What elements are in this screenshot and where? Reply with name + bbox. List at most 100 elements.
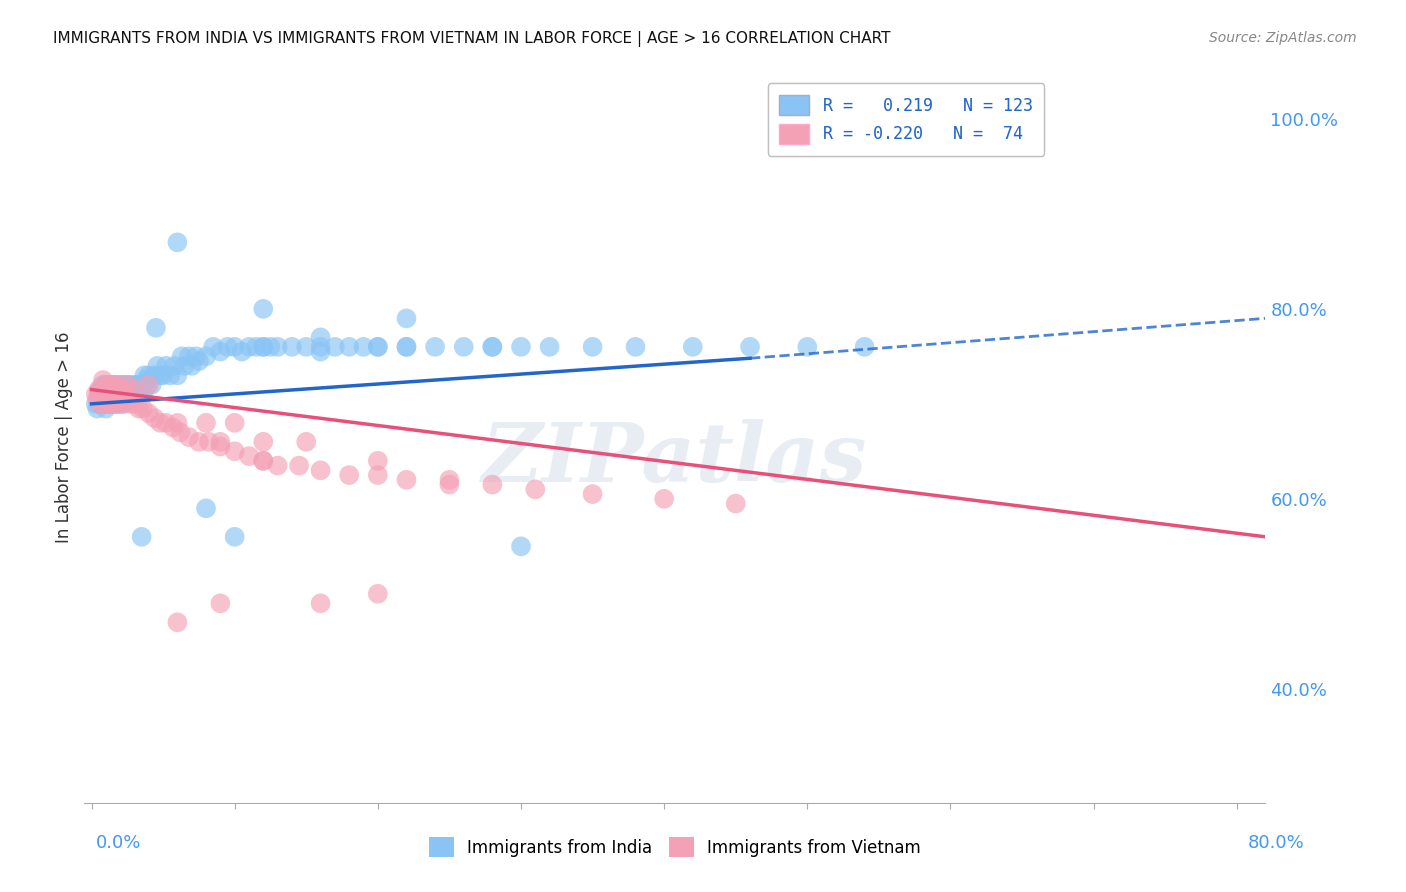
Point [86,392,108,406]
Point [97,397,120,411]
Point [309,340,332,354]
Point [295,340,318,354]
Point [288,458,311,473]
Point [97,387,120,401]
Point [252,340,274,354]
Point [100,377,122,392]
Point [224,340,246,354]
Point [252,454,274,468]
Point [395,473,418,487]
Point [129,383,152,397]
Point [138,368,160,383]
Point [118,383,141,397]
Text: Source: ZipAtlas.com: Source: ZipAtlas.com [1209,31,1357,45]
Point [202,340,225,354]
Point [224,416,246,430]
Point [86,401,108,416]
Point [103,387,125,401]
Point [177,430,200,444]
Point [238,340,260,354]
Point [136,377,159,392]
Point [187,354,209,368]
Point [107,387,129,401]
Point [173,359,195,373]
Point [100,383,122,397]
Point [581,487,603,501]
Point [114,377,136,392]
Point [738,340,761,354]
Point [89,383,111,397]
Point [510,539,533,553]
Point [91,373,114,387]
Point [87,387,110,401]
Point [100,387,122,401]
Point [97,397,120,411]
Point [149,368,172,383]
Point [100,387,122,401]
Point [166,416,188,430]
Point [209,440,232,454]
Point [101,397,124,411]
Point [217,340,239,354]
Point [131,530,153,544]
Point [128,401,150,416]
Point [108,387,131,401]
Point [231,344,253,359]
Point [94,401,117,416]
Point [198,434,221,449]
Point [117,387,139,401]
Point [169,425,191,440]
Point [90,387,112,401]
Point [224,530,246,544]
Text: 80.0%: 80.0% [1249,834,1305,852]
Point [252,340,274,354]
Point [166,235,188,250]
Point [96,397,118,411]
Point [195,416,218,430]
Point [114,392,136,406]
Point [104,397,127,411]
Point [170,349,193,363]
Point [538,340,561,354]
Point [127,377,149,392]
Point [353,340,375,354]
Point [138,406,160,420]
Point [89,397,111,411]
Point [97,383,120,397]
Point [337,468,360,483]
Text: ZIPatlas: ZIPatlas [482,419,868,499]
Point [132,401,155,416]
Point [94,377,117,392]
Point [84,397,107,411]
Point [163,359,186,373]
Point [111,383,134,397]
Point [143,411,166,425]
Point [122,387,145,401]
Point [209,344,232,359]
Point [111,377,134,392]
Point [367,587,389,601]
Point [323,340,346,354]
Point [103,387,125,401]
Point [131,377,153,392]
Point [115,383,138,397]
Point [135,373,157,387]
Point [195,501,218,516]
Point [98,383,121,397]
Point [209,434,232,449]
Point [367,340,389,354]
Point [107,397,129,411]
Point [114,397,136,411]
Point [159,368,181,383]
Point [108,383,131,397]
Point [110,397,132,411]
Point [624,340,647,354]
Point [145,321,167,335]
Point [89,387,111,401]
Point [252,301,274,316]
Point [111,387,134,401]
Point [108,377,131,392]
Point [155,359,177,373]
Point [105,383,128,397]
Point [423,340,446,354]
